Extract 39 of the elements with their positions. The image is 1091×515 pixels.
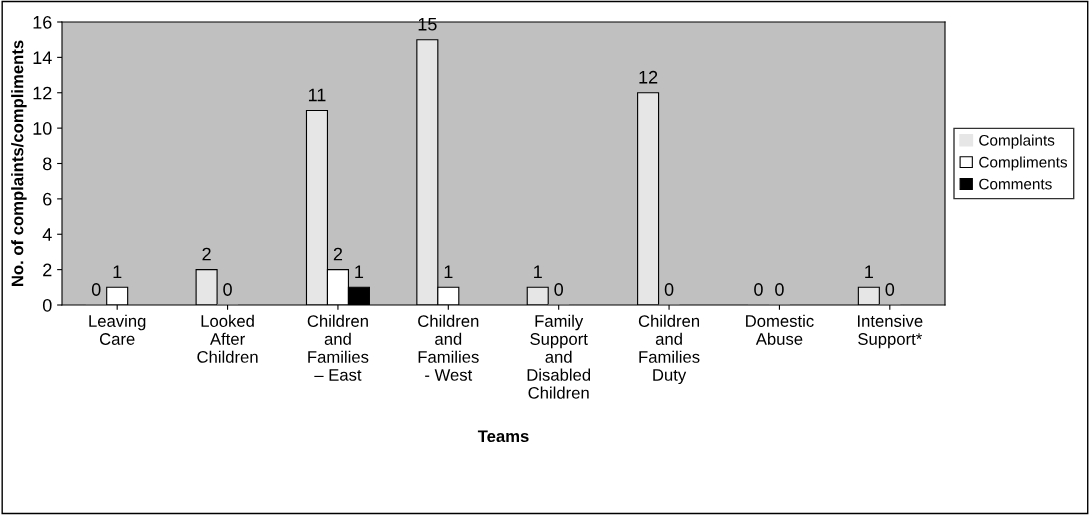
y-tick-label: 0 bbox=[42, 298, 52, 312]
data-label: 1 bbox=[865, 265, 873, 279]
legend-label: Compliments bbox=[979, 156, 1068, 171]
y-tick-label: 10 bbox=[33, 122, 52, 135]
y-tick-label: 8 bbox=[43, 157, 52, 171]
x-tick-label: Intensive Support* bbox=[858, 314, 923, 349]
data-label: 0 bbox=[775, 283, 784, 296]
legend-label: Complaints bbox=[979, 134, 1055, 149]
x-tick-label: Domestic Abuse bbox=[746, 314, 814, 345]
data-label: 0 bbox=[91, 283, 101, 296]
x-axis-title: Teams bbox=[477, 430, 529, 443]
data-label: 0 bbox=[885, 283, 895, 296]
data-label: 11 bbox=[308, 88, 326, 102]
y-tick-label: 14 bbox=[33, 51, 52, 64]
data-label: 1 bbox=[355, 265, 364, 279]
x-tick-label: Children and Families – East bbox=[307, 314, 369, 381]
y-tick-label: 2 bbox=[43, 263, 52, 277]
x-tick-label: Children and Families - West bbox=[418, 314, 479, 381]
data-label: 1 bbox=[444, 265, 453, 279]
legend-label: Comments bbox=[979, 178, 1052, 190]
data-label: 2 bbox=[333, 247, 343, 261]
x-tick-label: Children and Families Duty bbox=[638, 314, 700, 385]
y-tick-label: 4 bbox=[42, 228, 52, 241]
x-tick-label: Family Support and Disabled Children bbox=[527, 314, 591, 399]
data-label: 0 bbox=[223, 283, 232, 296]
x-tick-label: Leaving Care bbox=[89, 314, 146, 345]
data-label: 1 bbox=[534, 265, 542, 279]
y-tick-label: 12 bbox=[33, 86, 52, 100]
data-label: 0 bbox=[754, 283, 763, 296]
data-label: 0 bbox=[664, 283, 674, 296]
data-label: 12 bbox=[639, 70, 658, 84]
y-tick-label: 16 bbox=[33, 15, 52, 29]
data-label: 0 bbox=[554, 283, 563, 296]
x-tick-label: Looked After Children bbox=[197, 314, 258, 363]
y-tick-label: 6 bbox=[43, 192, 52, 206]
y-axis-title: No. of complaints/compliments bbox=[11, 40, 27, 286]
data-label: 1 bbox=[113, 265, 122, 279]
data-label: 2 bbox=[202, 247, 211, 261]
data-label: 15 bbox=[418, 17, 437, 31]
